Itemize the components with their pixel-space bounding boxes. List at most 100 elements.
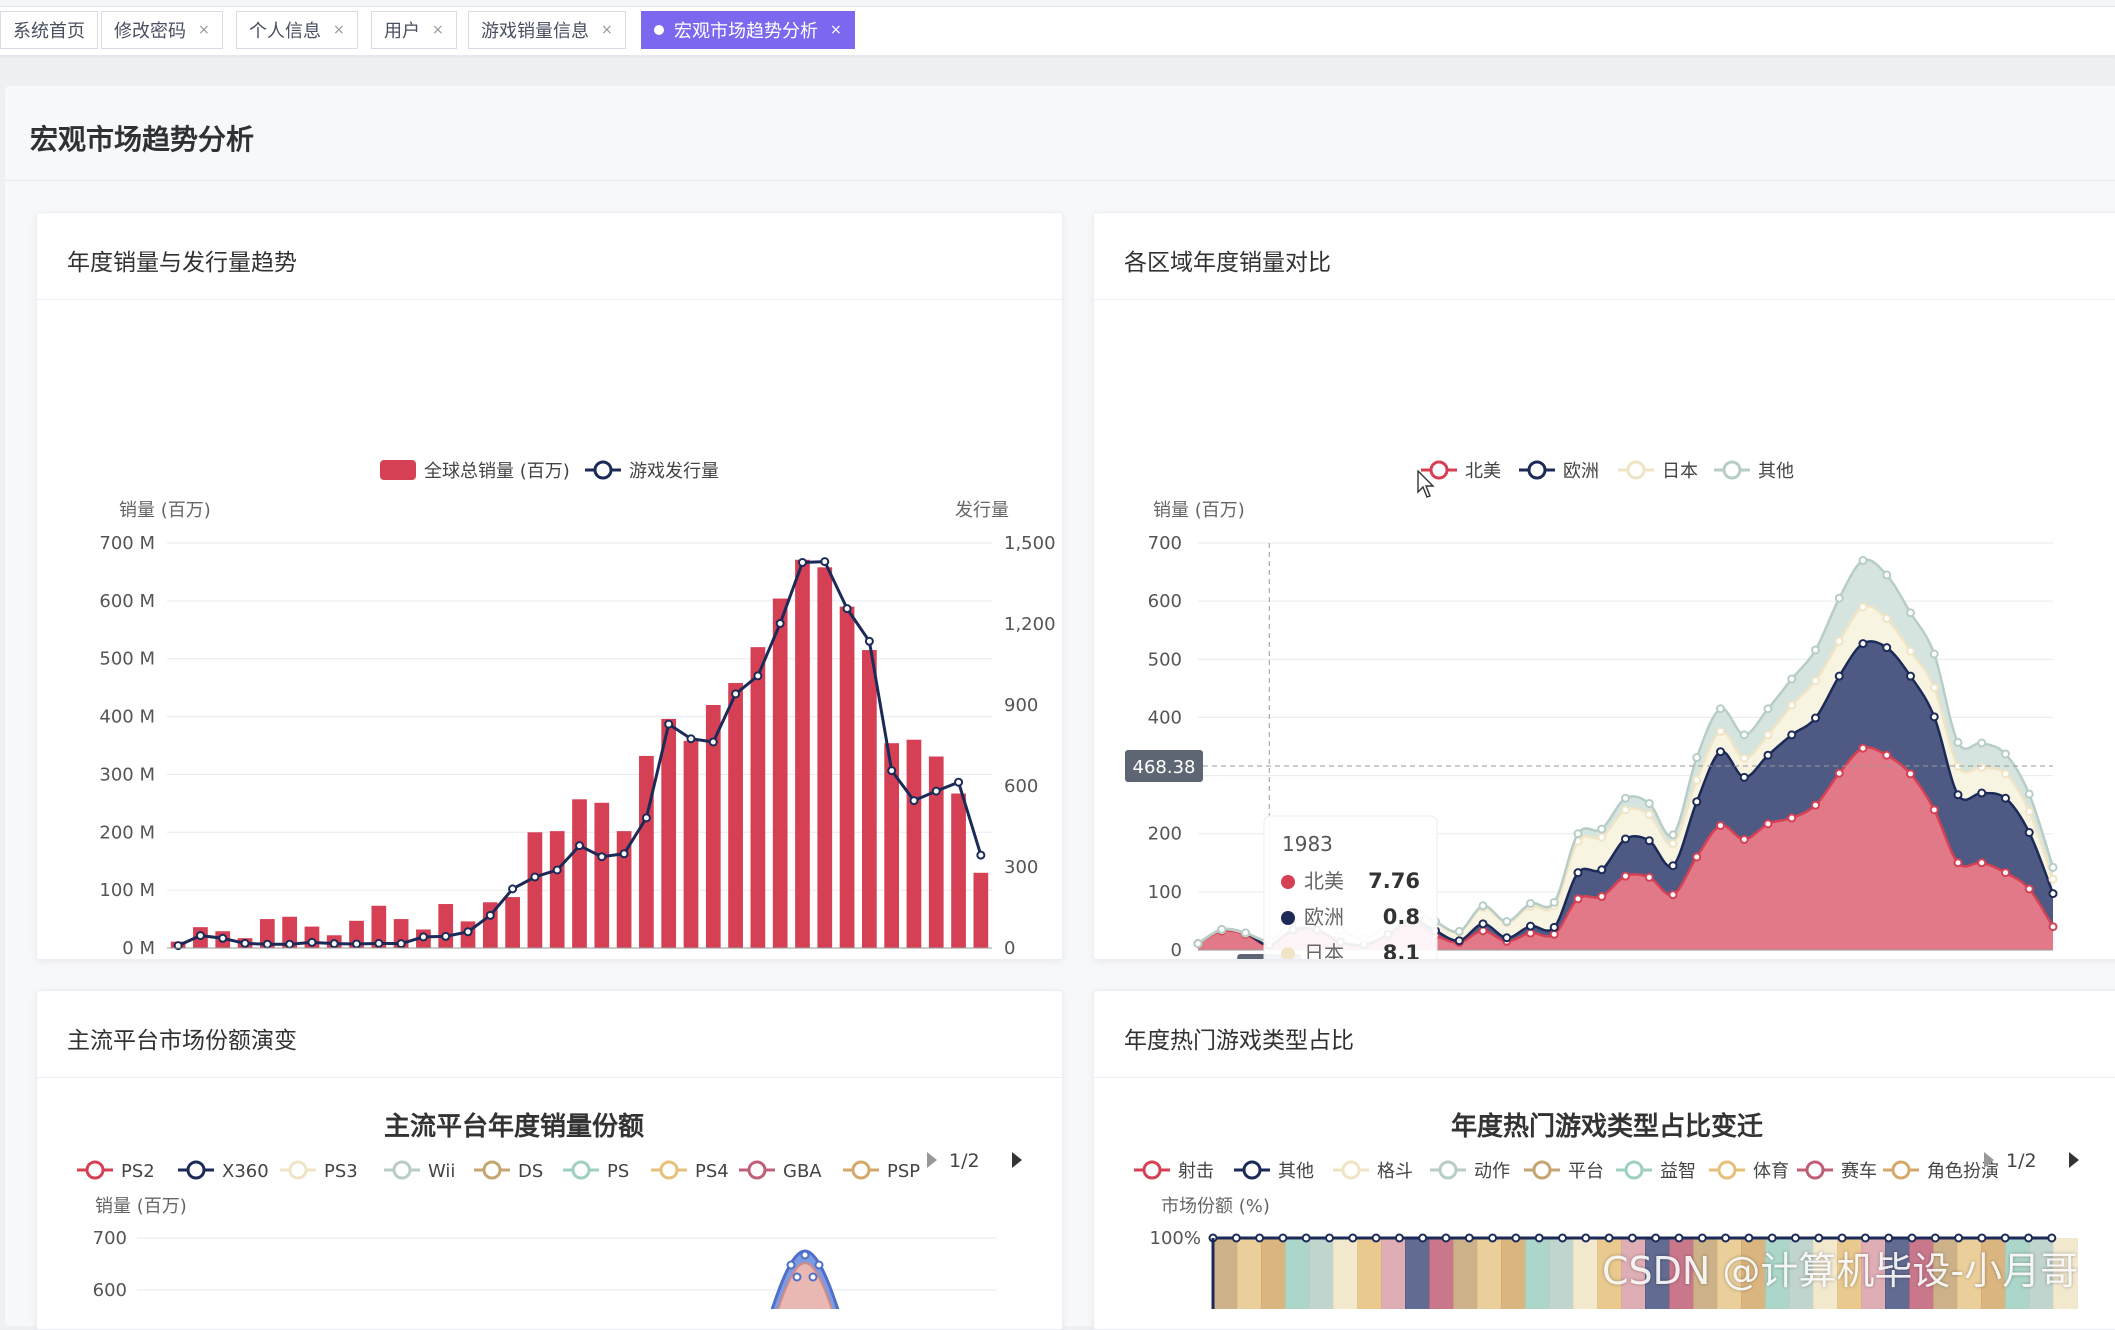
bar — [505, 897, 520, 948]
y-tick-label: 500 M — [99, 649, 155, 670]
legend-item[interactable]: 游戏发行量 — [585, 460, 719, 482]
line-point — [1597, 832, 1607, 842]
line-point — [1787, 730, 1797, 740]
line-point — [1573, 868, 1583, 878]
tab-4[interactable]: 游戏销量信息 × — [468, 11, 626, 49]
line-point — [909, 796, 919, 806]
y-tick-label: 700 — [93, 1228, 127, 1249]
bar — [795, 559, 810, 948]
legend-prev-icon[interactable] — [1984, 1152, 1994, 1168]
platform-chart[interactable]: 主流平台年度销量份额 PS2 X360 PS3 Wii DS PS PS4 GBA PSP 1/2 销… — [37, 1079, 1064, 1309]
legend-item[interactable]: 欧洲 — [1519, 460, 1599, 482]
legend-item[interactable]: 其他 — [1714, 460, 1794, 482]
legend-label: 其他 — [1278, 1161, 1314, 1182]
share-band — [2029, 1238, 2054, 1309]
legend-item[interactable]: 日本 — [1618, 460, 1698, 482]
legend-next-icon[interactable] — [1012, 1152, 1022, 1168]
legend-item[interactable]: PS4 — [651, 1160, 729, 1182]
card-title: 主流平台市场份额演变 — [67, 1028, 297, 1054]
legend-item[interactable]: GBA — [739, 1160, 822, 1182]
legend-item[interactable]: 全球总销量 (百万) — [380, 460, 570, 482]
line-point — [441, 931, 451, 941]
tooltip-label: 欧洲 — [1304, 905, 1344, 929]
line-point — [800, 1250, 810, 1260]
line-point — [1858, 639, 1868, 649]
close-icon[interactable]: × — [830, 22, 842, 38]
legend-item[interactable]: PSP — [843, 1160, 920, 1182]
y-tick-label: 500 — [1148, 649, 1182, 670]
line-point — [1668, 890, 1678, 900]
bar — [728, 683, 743, 948]
bar — [705, 705, 721, 948]
legend-item[interactable]: 赛车 — [1797, 1160, 1877, 1182]
y-tick-label: 700 M — [99, 533, 155, 554]
bar — [371, 905, 387, 948]
line-point — [1858, 555, 1868, 565]
x-tick-label: 2013 — [891, 957, 937, 959]
legend-marker — [1242, 1160, 1262, 1180]
tab-0[interactable]: 系统首页 — [0, 11, 98, 49]
line-point — [1418, 1233, 1428, 1243]
legend-item[interactable]: 射击 — [1134, 1160, 1214, 1182]
close-icon[interactable]: × — [432, 22, 444, 38]
legend-prev-icon[interactable] — [927, 1152, 937, 1168]
line-point — [954, 777, 964, 787]
legend-item[interactable]: 北美 — [1421, 460, 1501, 482]
line-point — [1787, 700, 1797, 710]
legend-item[interactable]: PS3 — [280, 1160, 358, 1182]
legend-item[interactable]: PS2 — [77, 1160, 155, 1182]
tab-1[interactable]: 修改密码 × — [101, 11, 223, 49]
line-point — [792, 1272, 802, 1282]
legend-item[interactable]: 角色扮演 — [1883, 1160, 1999, 1182]
tab-2[interactable]: 个人信息 × — [236, 11, 358, 49]
legend-item[interactable]: PS — [563, 1160, 629, 1182]
close-icon[interactable]: × — [198, 22, 210, 38]
line-point — [1837, 1233, 1847, 1243]
legend-next-icon[interactable] — [2069, 1152, 2079, 1168]
share-band — [1261, 1238, 1286, 1309]
bar — [639, 755, 654, 948]
line-point — [1348, 1233, 1358, 1243]
line-point — [2048, 889, 2058, 899]
close-icon[interactable]: × — [333, 22, 345, 38]
y-axis-title: 销量 (百万) — [95, 1196, 187, 1217]
line-point — [1441, 1233, 1451, 1243]
legend-item[interactable]: 益智 — [1616, 1160, 1696, 1182]
legend-label: 全球总销量 (百万) — [424, 461, 570, 482]
line-point — [1255, 1233, 1265, 1243]
legend-item[interactable]: 体育 — [1709, 1160, 1789, 1182]
legend-marker — [85, 1160, 105, 1180]
legend-swatch — [380, 460, 416, 480]
legend-item[interactable]: 格斗 — [1333, 1160, 1413, 1182]
y-tick-label-right: 1,500 — [1004, 533, 1056, 554]
line-point — [1977, 858, 1987, 868]
tooltip-label: 日本 — [1304, 941, 1344, 959]
legend-item[interactable]: 平台 — [1524, 1160, 1604, 1182]
legend-item[interactable]: 动作 — [1430, 1160, 1510, 1182]
line-point — [1502, 933, 1512, 943]
tab-label: 系统首页 — [13, 21, 85, 42]
x-tick-label: 2016 — [958, 957, 1004, 959]
bar — [572, 799, 587, 948]
close-icon[interactable]: × — [601, 22, 613, 38]
line-point — [1573, 829, 1583, 839]
legend-item[interactable]: 其他 — [1234, 1160, 1314, 1182]
tooltip-marker — [1281, 911, 1295, 925]
legend-label: 角色扮演 — [1927, 1161, 1999, 1182]
legend-item[interactable]: X360 — [178, 1160, 269, 1182]
legend-marker — [1438, 1160, 1458, 1180]
line-point — [1526, 921, 1535, 931]
legend-label: 动作 — [1474, 1161, 1510, 1182]
tab-5[interactable]: 宏观市场趋势分析 × — [641, 11, 855, 49]
line-point — [1787, 674, 1797, 684]
tab-3[interactable]: 用户 × — [371, 11, 457, 49]
line-point — [708, 737, 718, 747]
legend-item[interactable]: Wii — [384, 1160, 455, 1182]
y-tick-label: 600 M — [99, 591, 155, 612]
line-point — [1767, 1233, 1777, 1243]
share-band — [1885, 1238, 1910, 1309]
legend-item[interactable]: DS — [474, 1160, 543, 1182]
